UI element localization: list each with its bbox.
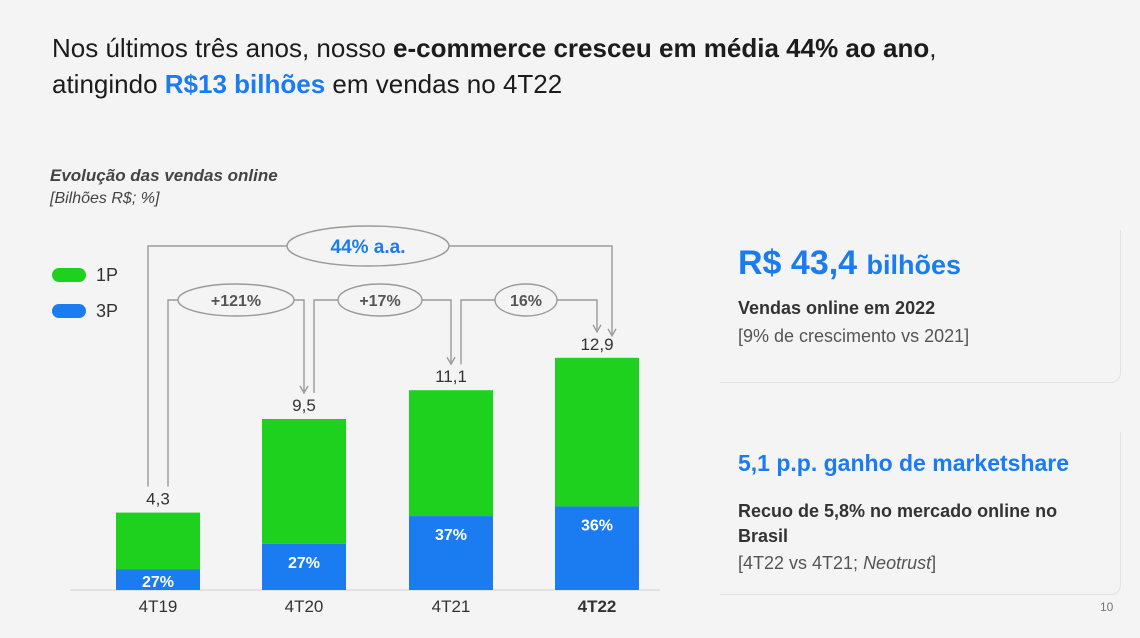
bar-3p-4T20 (262, 543, 346, 590)
growth-pill-3 (494, 283, 558, 317)
x-tick-4T20: 4T20 (285, 597, 324, 616)
bar-1p-4T20 (262, 419, 346, 544)
legend-label-1p: 1P (96, 265, 118, 285)
x-tick-4T19: 4T19 (139, 597, 178, 616)
arrow-4T19-4T20 (299, 385, 309, 395)
growth-label-3: 16% (510, 293, 542, 310)
stacked-bar-chart: 1P 3P 4,3 27% 4T19 9,5 27% 4T20 11,1 37% 4T21 12,9 3… (52, 225, 660, 616)
headline-suffix: , (929, 33, 937, 63)
arrow-44pct (607, 328, 617, 338)
headline-bold: e-commerce cresceu em média 44% ao ano (393, 33, 930, 63)
arrow-4T21-4T22 (592, 324, 602, 334)
x-tick-4T22: 4T22 (578, 597, 617, 616)
marketshare-note-suffix: ] (931, 553, 937, 573)
online-sales-amount: R$ 43,4 (738, 244, 858, 282)
growth-pill-1 (177, 283, 295, 317)
share-3p-label-4T19: 27% (142, 574, 174, 591)
arrow-4T20-4T21 (446, 356, 456, 366)
headline-line-2: atingindo R$13 bilhões em vendas no 4T22 (52, 66, 1112, 102)
total-label-4T22: 12,9 (580, 335, 613, 354)
headline-line2-prefix: atingindo (52, 69, 165, 99)
total-label-4T21: 11,1 (435, 367, 467, 386)
chart-title: Evolução das vendas online (50, 166, 278, 185)
headline: Nos últimos três anos, nosso e-commerce … (52, 30, 1112, 102)
online-sales-note: [9% de crescimento vs 2021] (738, 326, 970, 346)
online-sales-value: R$ 43,4 bilhões (738, 244, 961, 283)
x-tick-4T21: 4T21 (432, 597, 471, 616)
growth-label-4: 44% a.a. (331, 237, 406, 258)
legend-swatch-1p (52, 268, 86, 282)
marketshare-value: 5,1 p.p. ganho de marketshare (738, 450, 1070, 476)
marketshare-note-prefix: [4T22 vs 4T21; (738, 553, 864, 573)
headline-line2-suffix: em vendas no 4T22 (325, 69, 563, 99)
share-3p-label-4T21: 37% (435, 527, 467, 544)
total-label-4T20: 9,5 (292, 396, 316, 415)
share-3p-label-4T20: 27% (288, 555, 320, 572)
connector-44pct (147, 245, 613, 487)
growth-label-1: +121% (211, 293, 261, 310)
headline-line-1: Nos últimos três anos, nosso e-commerce … (52, 30, 1112, 66)
bar-3p-4T21 (409, 516, 493, 590)
marketshare-note: [4T22 vs 4T21; Neotrust] (738, 551, 936, 575)
card-online-sales (720, 230, 1121, 383)
growth-pill-4 (286, 225, 450, 267)
legend-label-3p: 3P (96, 301, 118, 321)
marketshare-bold-line-2: Brasil (738, 526, 789, 546)
marketshare-bold-line-1: Recuo de 5,8% no mercado online no (738, 501, 1058, 521)
page-number: 10 (1100, 600, 1114, 614)
online-sales-unit: bilhões (866, 250, 962, 280)
total-label-4T19: 4,3 (146, 490, 170, 509)
bar-1p-4T22 (555, 357, 639, 507)
bar-1p-4T19 (116, 512, 200, 570)
legend-swatch-3p (52, 304, 86, 318)
growth-pill-2 (337, 283, 423, 317)
card-marketshare (720, 432, 1121, 595)
online-sales-label: Vendas online em 2022 (738, 298, 936, 318)
share-3p-label-4T22: 36% (581, 517, 613, 534)
bar-1p-4T21 (409, 390, 493, 517)
headline-highlight: R$13 bilhões (164, 69, 326, 99)
marketshare-note-source: Neotrust (863, 553, 932, 573)
headline-prefix: Nos últimos três anos, nosso (52, 33, 394, 63)
chart-subtitle: [Bilhões R$; %] (50, 190, 160, 207)
growth-label-2: +17% (359, 293, 400, 310)
bar-3p-4T22 (555, 506, 639, 590)
bar-3p-4T19 (116, 569, 200, 590)
